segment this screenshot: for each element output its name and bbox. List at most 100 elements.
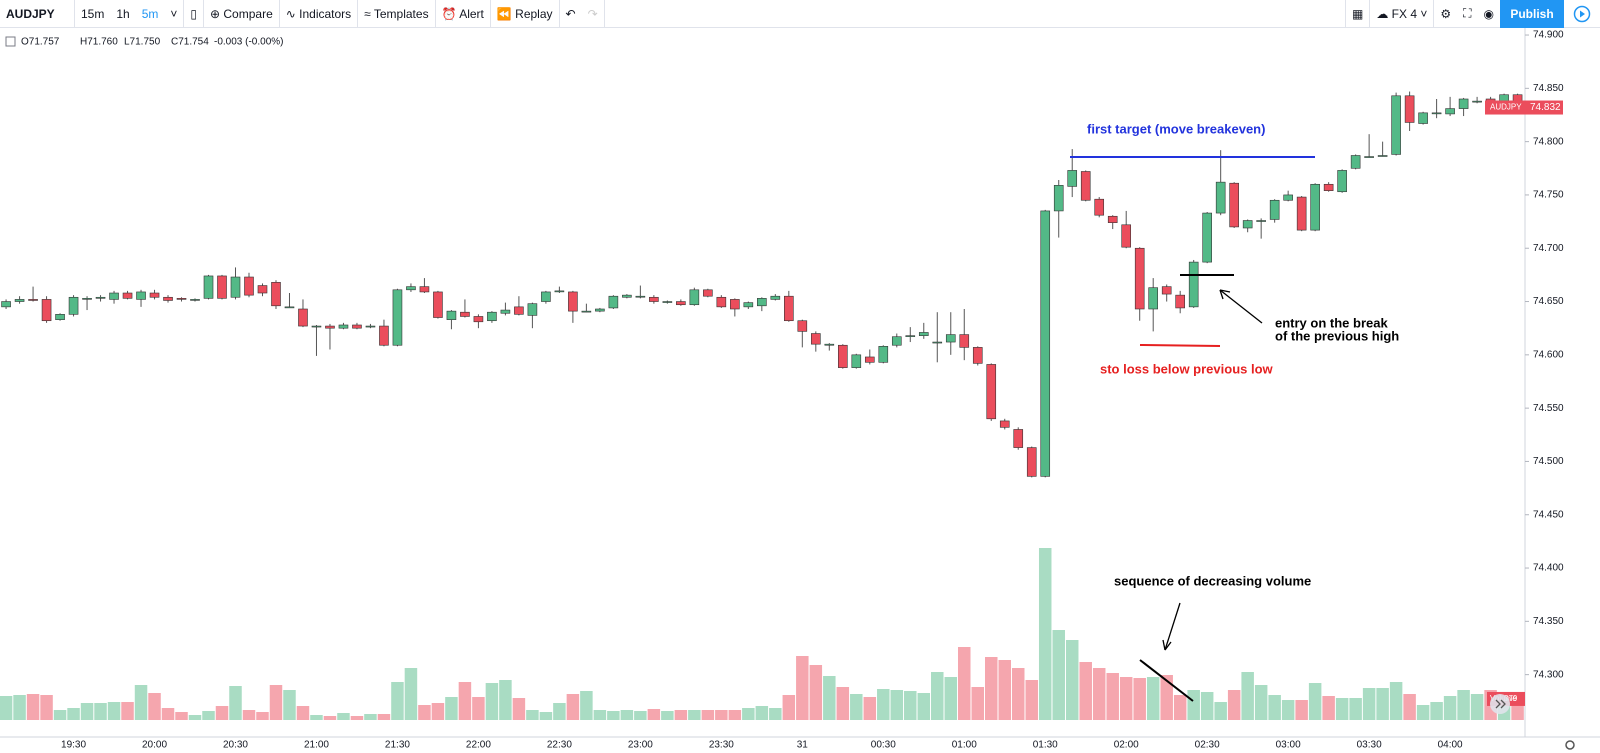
candle-body — [41, 299, 52, 322]
volume-bar — [364, 714, 377, 720]
candle-body — [568, 291, 578, 312]
x-tick-label: 21:00 — [304, 740, 329, 751]
volume-bar — [1349, 698, 1362, 720]
volume-bar — [944, 677, 958, 720]
candle-body — [176, 298, 187, 300]
y-tick-label: 74.600 — [1533, 349, 1564, 360]
snapshot-icon[interactable]: ◉ — [1483, 6, 1494, 21]
interval[interactable]: 5m — [141, 6, 159, 21]
volume-bar — [445, 697, 458, 720]
volume-bar — [1092, 668, 1106, 720]
volume-bar — [188, 715, 202, 720]
volume-bar — [1443, 696, 1457, 720]
volume-bar — [566, 694, 580, 720]
candle-body — [203, 275, 214, 299]
compare-button[interactable]: ⊕ Compare — [210, 6, 273, 21]
annotation: first target (move breakeven) — [1087, 121, 1265, 136]
annotation: sto loss below previous low — [1100, 361, 1274, 376]
volume-bar — [998, 660, 1011, 720]
candle-body — [703, 289, 713, 297]
volume-bar — [256, 712, 269, 720]
candles-icon[interactable]: ▯ — [190, 6, 197, 21]
y-tick-label: 74.350 — [1533, 616, 1564, 627]
x-tick-label: 02:30 — [1195, 740, 1220, 751]
indicators-button[interactable]: ∿ Indicators — [285, 6, 352, 21]
candle-body — [986, 364, 997, 420]
scroll-icon — [1495, 699, 1506, 709]
candle-body — [284, 306, 295, 309]
candle-body — [190, 299, 200, 301]
collapse-icon[interactable] — [5, 36, 16, 47]
templates-button[interactable]: ≈ Templates — [364, 6, 429, 21]
interval[interactable]: 1h — [116, 6, 130, 21]
volume-bar — [121, 702, 134, 720]
volume-bar — [796, 656, 809, 720]
volume-bar — [1052, 630, 1065, 720]
candle-body — [109, 292, 119, 300]
layout-button[interactable]: ☁ FX 4 ˅ — [1376, 6, 1428, 21]
symbol[interactable]: AUDJPY — [6, 6, 55, 21]
separator — [74, 0, 75, 28]
separator — [434, 0, 436, 28]
candle-body — [959, 334, 970, 348]
alert-button[interactable]: ⏰ Alert — [441, 6, 484, 21]
candle-body — [473, 316, 484, 323]
volume-bar — [53, 710, 67, 720]
volume-bar — [836, 687, 850, 720]
price-tag — [1525, 100, 1563, 115]
label: Compare — [223, 6, 273, 21]
candle-body — [487, 311, 497, 322]
settings-icon[interactable]: ⚙ — [1440, 6, 1452, 21]
candle-body — [1188, 261, 1199, 308]
replay-button[interactable]: ⏪ Replay — [496, 6, 553, 21]
candle-body — [851, 354, 862, 368]
candle-body — [311, 325, 322, 328]
volume-bar — [377, 714, 391, 720]
volume-bar — [539, 712, 553, 720]
volume-bar — [1430, 702, 1443, 720]
separator — [1369, 0, 1371, 28]
candle-body — [514, 306, 524, 315]
x-tick-label: 22:00 — [466, 740, 491, 751]
play-button[interactable] — [1564, 0, 1600, 28]
publish-button[interactable]: Publish — [1500, 0, 1564, 28]
undo-button[interactable]: ↶ — [565, 6, 576, 21]
candle-body — [500, 309, 511, 314]
layout-icon[interactable]: ▦ — [1351, 6, 1364, 21]
candle-body — [338, 324, 349, 329]
candle-body — [1134, 247, 1145, 310]
separator — [603, 0, 605, 28]
candle-body — [945, 334, 956, 343]
volume-bar — [296, 706, 310, 720]
arrow-head — [1219, 289, 1231, 300]
volume-bar — [391, 682, 404, 720]
volume-bar — [742, 708, 755, 720]
legend-close: C71.754 — [171, 37, 209, 48]
y-tick-label: 74.750 — [1533, 190, 1564, 201]
candle-body — [905, 335, 916, 337]
volume-bar — [1227, 690, 1241, 720]
candle-body — [1067, 170, 1078, 187]
redo-button[interactable]: ↷ — [587, 6, 598, 21]
candle-body — [918, 332, 929, 336]
interval[interactable]: 15m — [81, 6, 105, 21]
scroll-button[interactable] — [1490, 694, 1510, 714]
fullscreen-icon[interactable]: ⛶ — [1463, 6, 1472, 20]
label: Alert — [459, 6, 484, 21]
volume-bar — [607, 711, 620, 720]
candle-body — [217, 275, 227, 299]
volume-bar — [1376, 688, 1389, 720]
volume-bar — [985, 657, 998, 720]
candle-body — [433, 291, 443, 318]
candle-body — [1431, 112, 1442, 115]
volume-bar — [1281, 700, 1295, 720]
separator — [203, 0, 204, 28]
candle-body — [743, 302, 754, 308]
candle-body — [1337, 170, 1347, 193]
volume-bar — [1403, 694, 1416, 720]
candle-body — [136, 291, 146, 300]
dropdown-icon[interactable]: ˅ — [170, 6, 178, 21]
candle-body — [257, 285, 268, 294]
settings-icon[interactable] — [1565, 740, 1575, 750]
